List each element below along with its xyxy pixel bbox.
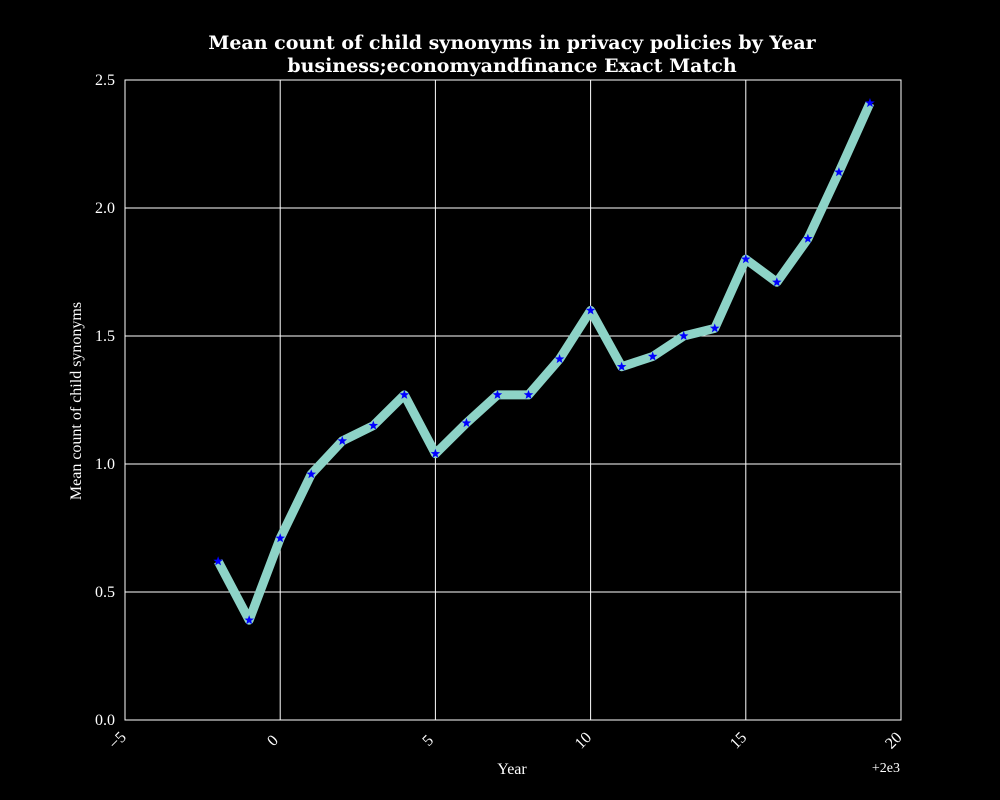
data-point-marker xyxy=(803,233,813,243)
data-point-marker xyxy=(647,351,658,361)
data-point-marker xyxy=(399,389,410,399)
y-tick-label: 0.5 xyxy=(95,584,115,601)
data-point-marker xyxy=(492,389,503,399)
data-point-marker xyxy=(865,98,875,108)
y-tick-label: 1.0 xyxy=(95,456,115,473)
data-point-marker xyxy=(741,254,751,264)
data-point-marker xyxy=(523,389,534,399)
data-point-marker xyxy=(306,469,316,479)
data-point-marker xyxy=(710,323,720,333)
data-point-marker xyxy=(337,435,348,446)
data-point-marker xyxy=(275,533,285,543)
data-point-marker xyxy=(772,277,782,287)
chart-title-line-1: Mean count of child synonyms in privacy … xyxy=(208,32,816,54)
y-tick-label: 0.0 xyxy=(95,712,115,729)
series-line xyxy=(214,101,875,625)
data-point-marker xyxy=(554,354,565,364)
x-axis-label: Year xyxy=(497,761,527,778)
chart-title-line-2: business;economyandfinance Exact Match xyxy=(287,55,736,77)
data-series xyxy=(213,98,875,625)
data-point-marker xyxy=(244,615,254,625)
data-point-marker xyxy=(616,361,627,371)
data-point-marker xyxy=(678,331,689,341)
y-tick-label: 2.0 xyxy=(95,200,115,217)
data-point-marker xyxy=(213,556,223,566)
data-point-marker xyxy=(585,305,596,315)
y-axis-label: Mean count of child synonyms xyxy=(68,302,85,500)
data-point-marker xyxy=(430,448,441,458)
x-axis-offset-label: +2e3 xyxy=(872,761,900,776)
y-tick-label: 1.5 xyxy=(95,328,115,345)
data-point-marker xyxy=(368,420,379,430)
data-point-marker xyxy=(834,167,844,177)
plot-frame xyxy=(124,79,902,721)
y-tick-label: 2.5 xyxy=(95,72,115,89)
data-point-marker xyxy=(461,418,472,428)
